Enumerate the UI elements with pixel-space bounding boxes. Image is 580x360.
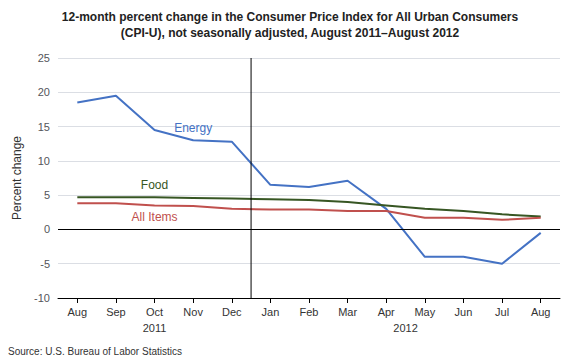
svg-text:0: 0: [44, 223, 50, 235]
svg-text:-10: -10: [34, 292, 50, 304]
svg-text:Food: Food: [141, 178, 168, 192]
svg-text:Nov: Nov: [183, 306, 203, 318]
svg-text:Jun: Jun: [455, 306, 473, 318]
svg-text:Aug: Aug: [531, 306, 551, 318]
svg-text:Source: U.S. Bureau of Labor S: Source: U.S. Bureau of Labor Statistics: [8, 346, 182, 357]
svg-text:Jan: Jan: [262, 306, 280, 318]
svg-text:2011: 2011: [143, 322, 167, 334]
svg-text:25: 25: [38, 52, 50, 64]
svg-text:10: 10: [38, 155, 50, 167]
svg-text:May: May: [414, 306, 435, 318]
svg-text:-5: -5: [40, 258, 50, 270]
svg-text:Oct: Oct: [146, 306, 163, 318]
svg-text:Dec: Dec: [222, 306, 242, 318]
svg-text:Energy: Energy: [174, 121, 212, 135]
svg-text:(CPI-U), not seasonally adjust: (CPI-U), not seasonally adjusted, August…: [121, 26, 460, 40]
svg-text:20: 20: [38, 86, 50, 98]
svg-text:Aug: Aug: [68, 306, 88, 318]
svg-text:Percent change: Percent change: [10, 136, 24, 220]
svg-text:Jul: Jul: [495, 306, 509, 318]
svg-text:Feb: Feb: [300, 306, 319, 318]
svg-text:Apr: Apr: [378, 306, 395, 318]
svg-text:5: 5: [44, 189, 50, 201]
svg-text:Mar: Mar: [338, 306, 357, 318]
svg-text:12-month percent change in the: 12-month percent change in the Consumer …: [62, 10, 519, 24]
svg-text:2012: 2012: [393, 322, 417, 334]
svg-text:Sep: Sep: [106, 306, 126, 318]
svg-text:All Items: All Items: [132, 210, 178, 224]
svg-text:15: 15: [38, 121, 50, 133]
